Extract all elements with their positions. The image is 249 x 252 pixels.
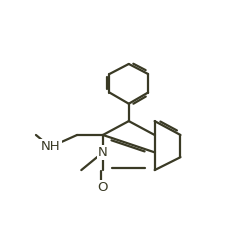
Text: O: O xyxy=(98,181,108,194)
Text: NH: NH xyxy=(41,140,60,153)
Text: N: N xyxy=(98,146,108,159)
